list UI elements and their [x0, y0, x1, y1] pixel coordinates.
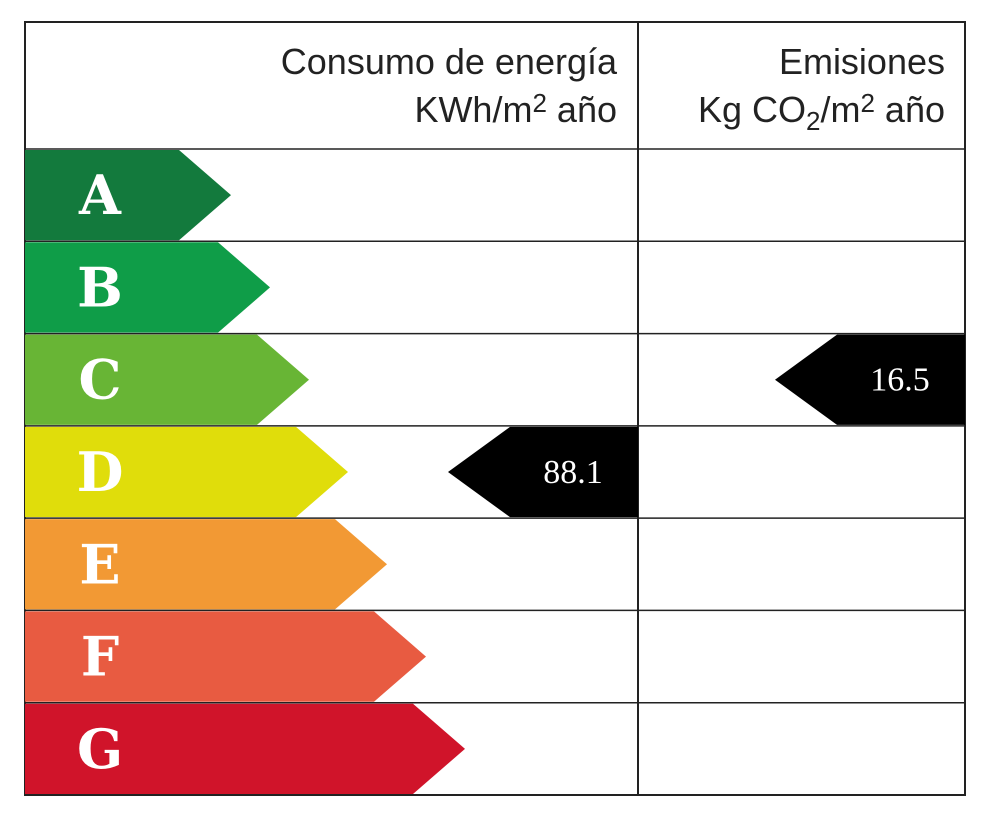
value-label: 16.5 [870, 362, 930, 399]
value-arrow [775, 334, 965, 425]
class-letter: G [77, 717, 123, 781]
class-arrow [25, 242, 270, 333]
class-arrow [25, 426, 348, 518]
class-arrow [25, 150, 231, 241]
unit-part: Kg CO [698, 89, 806, 130]
emissions-title: Emisiones [779, 41, 945, 82]
unit-sub: 2 [806, 106, 820, 136]
unit-sup: 2 [532, 88, 546, 118]
unit-sup: 2 [860, 88, 874, 118]
consumption-title: Consumo de energía [281, 41, 618, 82]
value-label: 88.1 [543, 454, 603, 491]
unit-part: /m [820, 89, 860, 130]
class-letter: D [77, 440, 124, 504]
class-letter: E [79, 532, 120, 596]
unit-part: año [875, 89, 945, 130]
class-arrow [25, 611, 426, 702]
emissions-unit: Kg CO2/m2 año [698, 88, 945, 136]
class-letter: A [78, 163, 122, 227]
class-arrow [25, 334, 309, 425]
consumption-unit: KWh/m2 año [414, 88, 617, 130]
unit-part: año [547, 89, 617, 130]
class-letter: B [77, 255, 123, 319]
class-arrow [25, 703, 465, 794]
class-letter: C [79, 348, 122, 412]
value-arrow [448, 426, 638, 518]
unit-part: KWh/m [414, 89, 532, 130]
class-letter: F [81, 625, 119, 689]
class-arrow [25, 519, 387, 610]
